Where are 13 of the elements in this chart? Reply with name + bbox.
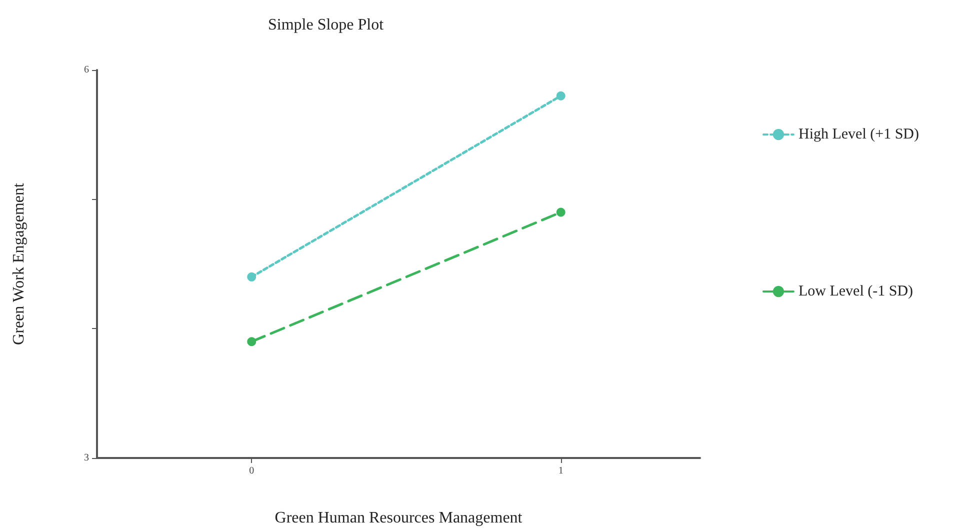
y-tick-label: 3 (84, 452, 89, 464)
x-tick-label: 1 (558, 466, 564, 476)
legend-label: Low Level (-1 SD) (798, 284, 914, 300)
point (556, 91, 566, 100)
y-tick-label: 6 (84, 64, 89, 76)
chart-title: Simple Slope Plot (268, 16, 384, 34)
y-axis-title: Green Work Engagement (10, 182, 28, 345)
legend-label: High Level (+1 SD) (798, 126, 920, 142)
x-axis-title: Green Human Resources Management (274, 510, 523, 526)
point (247, 272, 256, 282)
x-tick-label: 0 (249, 466, 254, 476)
point (247, 337, 256, 346)
point (556, 208, 566, 217)
